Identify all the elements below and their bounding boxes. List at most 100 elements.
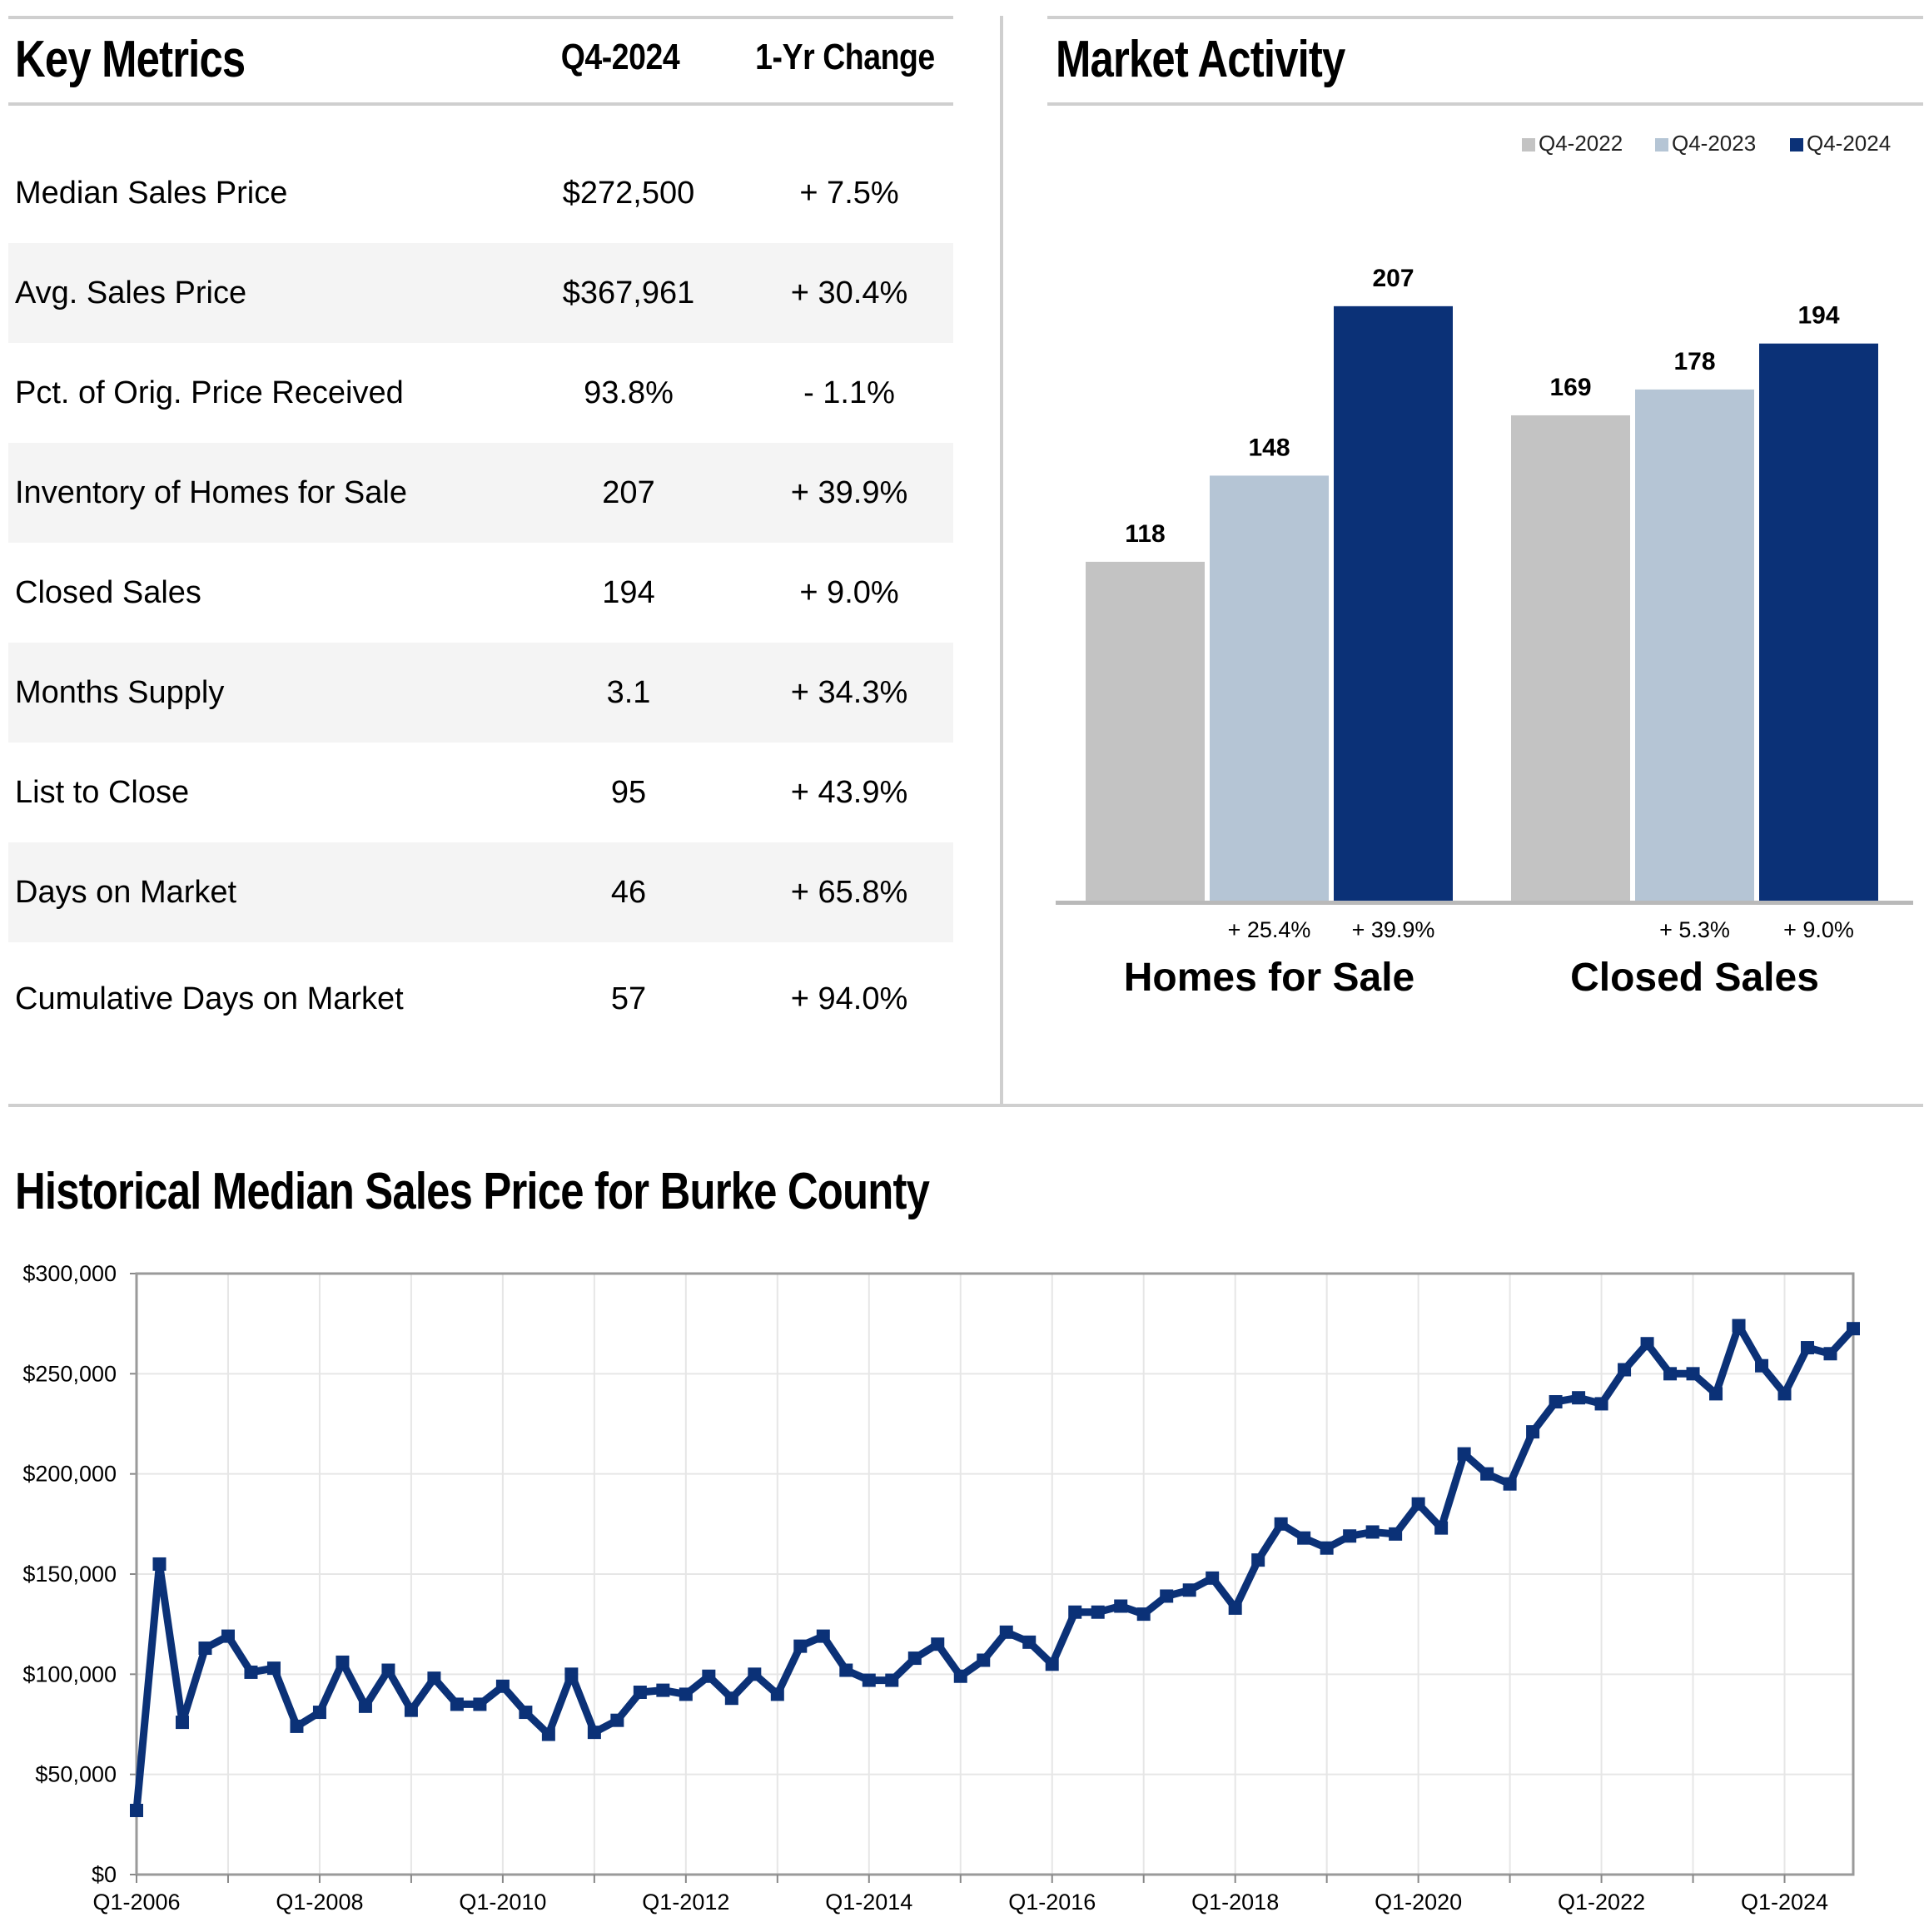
- bar-value-label: 148: [1248, 434, 1290, 461]
- data-point: [495, 1679, 510, 1693]
- data-point: [130, 1803, 143, 1817]
- data-point: [1618, 1363, 1632, 1377]
- data-point: [1801, 1341, 1815, 1355]
- x-tick-label: Q1-2018: [1191, 1890, 1279, 1915]
- change-label: + 9.0%: [1783, 917, 1854, 942]
- data-point: [793, 1639, 808, 1653]
- data-point: [1343, 1529, 1357, 1543]
- metric-change: + 65.8%: [790, 875, 908, 910]
- x-tick-label: Q1-2006: [92, 1890, 180, 1915]
- data-point: [1206, 1571, 1220, 1585]
- y-tick-label: $250,000: [22, 1361, 117, 1386]
- metric-value: $367,961: [562, 276, 695, 310]
- data-point: [175, 1716, 189, 1730]
- bar: [1511, 415, 1630, 901]
- metric-row: Median Sales Price $272,500 + 7.5%: [8, 143, 953, 243]
- period-column-header: Q4-2024: [560, 37, 680, 77]
- change-label: + 5.3%: [1659, 917, 1730, 942]
- data-point: [1434, 1521, 1449, 1535]
- legend-swatch-q4-2024: [1790, 138, 1803, 151]
- data-point: [702, 1669, 716, 1683]
- metric-label: Days on Market: [15, 875, 237, 910]
- legend-label: Q4-2023: [1672, 131, 1756, 156]
- data-point: [999, 1625, 1013, 1639]
- data-point: [1411, 1497, 1425, 1511]
- metric-row: List to Close 95 + 43.9%: [8, 743, 953, 842]
- key-metrics-header-rule: [8, 102, 953, 106]
- legend-swatch-q4-2022: [1522, 138, 1535, 151]
- x-tick-label: Q1-2024: [1741, 1890, 1828, 1915]
- data-point: [1136, 1607, 1151, 1622]
- data-point: [679, 1687, 693, 1701]
- data-point: [1549, 1395, 1563, 1409]
- data-point: [770, 1687, 784, 1701]
- bar-value-label: 194: [1797, 302, 1839, 330]
- metric-value: 95: [610, 775, 647, 810]
- metric-label: Pct. of Orig. Price Received: [15, 375, 404, 410]
- x-tick-label: Q1-2016: [1008, 1890, 1096, 1915]
- metric-label: Median Sales Price: [15, 176, 288, 211]
- data-point: [1572, 1391, 1586, 1405]
- data-point: [1777, 1387, 1792, 1401]
- y-tick-label: $150,000: [22, 1562, 117, 1587]
- data-point: [1320, 1541, 1334, 1555]
- metric-change: + 9.0%: [799, 575, 899, 610]
- bar: [1086, 561, 1205, 901]
- bar-value-label: 207: [1372, 265, 1414, 292]
- data-point: [907, 1651, 922, 1666]
- data-point: [336, 1655, 350, 1669]
- data-point: [1526, 1425, 1540, 1439]
- data-point: [1686, 1367, 1700, 1381]
- metric-label: Months Supply: [15, 675, 225, 710]
- section-divider: [8, 1104, 1923, 1107]
- x-tick-label: Q1-2012: [642, 1890, 729, 1915]
- data-point: [1663, 1367, 1678, 1381]
- y-tick-label: $200,000: [22, 1462, 117, 1487]
- metric-label: Cumulative Days on Market: [15, 981, 404, 1016]
- data-point: [1068, 1605, 1082, 1619]
- data-point: [953, 1669, 967, 1683]
- metric-change: - 1.1%: [803, 375, 895, 410]
- data-point: [977, 1653, 991, 1667]
- column-divider: [1000, 16, 1003, 1106]
- key-metrics-title: Key Metrics: [15, 31, 246, 88]
- legend-label: Q4-2024: [1807, 131, 1891, 156]
- bar-value-label: 118: [1125, 520, 1165, 548]
- historical-price-chart: $0 $50,000 $100,000 $150,000 $200,000 $250,00…: [22, 1261, 1860, 1915]
- metric-row: Months Supply 3.1 + 34.3%: [8, 643, 953, 743]
- data-point: [519, 1706, 533, 1720]
- data-point: [1640, 1337, 1654, 1351]
- data-point: [358, 1699, 372, 1713]
- data-point: [587, 1726, 601, 1740]
- data-point: [862, 1673, 876, 1687]
- metric-label: Avg. Sales Price: [15, 276, 247, 310]
- data-point: [221, 1629, 235, 1643]
- x-tick-label: Q1-2010: [459, 1890, 546, 1915]
- data-point: [1160, 1589, 1174, 1603]
- data-point: [1503, 1477, 1517, 1491]
- data-point: [1457, 1447, 1471, 1461]
- legend-swatch-q4-2023: [1655, 138, 1668, 151]
- key-metrics-top-rule: [8, 16, 953, 19]
- metric-row: Closed Sales 194 + 9.0%: [8, 543, 953, 643]
- data-point: [885, 1673, 899, 1687]
- data-point: [198, 1641, 212, 1656]
- change-label: + 39.9%: [1352, 917, 1435, 942]
- category-label: Homes for Sale: [1124, 956, 1414, 1000]
- metric-row: Cumulative Days on Market 57 + 94.0%: [8, 949, 953, 1049]
- bar: [1334, 305, 1453, 901]
- change-label: + 25.4%: [1228, 917, 1311, 942]
- bar-value-label: 169: [1549, 374, 1591, 401]
- data-point: [450, 1697, 464, 1711]
- data-point: [1274, 1517, 1288, 1531]
- y-tick-label: $300,000: [22, 1261, 117, 1286]
- data-point: [724, 1691, 738, 1706]
- y-tick-label: $100,000: [22, 1661, 117, 1686]
- data-point: [152, 1557, 167, 1571]
- data-point: [1823, 1347, 1837, 1361]
- metric-change: + 43.9%: [790, 775, 908, 810]
- metric-value: 93.8%: [584, 375, 674, 410]
- data-point: [541, 1727, 555, 1741]
- data-point: [1480, 1467, 1494, 1481]
- plot-frame: [135, 1272, 1855, 1876]
